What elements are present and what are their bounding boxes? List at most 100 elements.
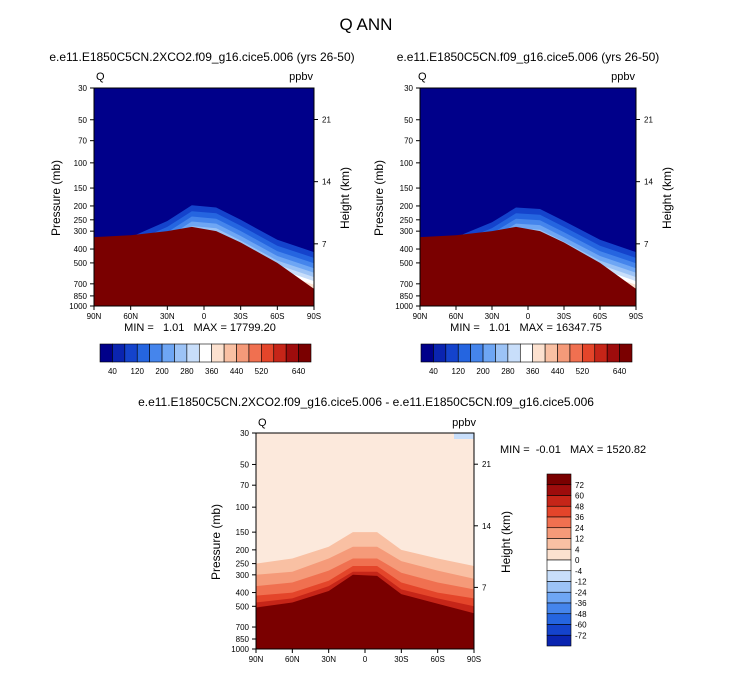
panel-1-colorbar: 40 120 200 280 360 440 520 640 [99, 343, 312, 376]
colorbar-swatch [445, 343, 459, 363]
panel-3-left-label: Q [258, 417, 267, 429]
colorbar-swatch [546, 613, 572, 625]
x-tick-label: 60N [449, 312, 464, 321]
panel-1-plot: 3050701001502002503004005007008501000211… [69, 84, 331, 321]
x-tick-label: 90N [413, 312, 428, 321]
y-tick-label: 1000 [231, 645, 249, 654]
colorbar-swatch [211, 343, 225, 363]
y-tick-label: 700 [74, 280, 88, 289]
x-tick-label: 0 [363, 655, 368, 664]
colorbar-swatch [544, 343, 558, 363]
colorbar-label: 640 [613, 367, 627, 376]
colorbar-label: -72 [575, 631, 587, 640]
y-tick-label: 1000 [69, 302, 87, 311]
y-tick-label: 250 [74, 216, 88, 225]
y-tick-label: 300 [74, 227, 88, 236]
colorbar-label: -24 [575, 588, 587, 597]
colorbar-label: 200 [155, 367, 169, 376]
colorbar-swatch [99, 343, 113, 363]
panel-3-ylabel: Pressure (mb) [209, 504, 223, 580]
colorbar-swatch [546, 516, 572, 529]
panel-1-ylabel: Pressure (mb) [49, 160, 63, 236]
colorbar-swatch [223, 343, 237, 363]
y-tick-label: 200 [400, 202, 414, 211]
colorbar-swatch [546, 548, 572, 561]
y-tick-label: 200 [74, 202, 88, 211]
colorbar-swatch [569, 343, 583, 363]
panel-1-stats: MIN = 1.01 MAX = 17799.20 [124, 322, 276, 334]
panel-3-right-label: ppbv [452, 417, 476, 429]
colorbar-label: 72 [575, 481, 584, 490]
y-tick-label: 150 [74, 184, 88, 193]
colorbar-label: 520 [576, 367, 590, 376]
y-tick-label: 70 [404, 137, 413, 146]
colorbar-swatch [136, 343, 150, 363]
colorbar-swatch [174, 343, 188, 363]
panel-2-right-label: ppbv [611, 71, 635, 83]
colorbar-swatch [532, 343, 546, 363]
colorbar-swatch [457, 343, 471, 363]
panel-1-left-label: Q [96, 71, 105, 83]
colorbar-swatch [546, 570, 572, 582]
colorbar-swatch [519, 343, 534, 363]
y-tick-label: 850 [400, 292, 414, 301]
panel-1-ylabel-right: Height (km) [338, 167, 352, 229]
field-band [256, 574, 474, 649]
panel-1-right-label: ppbv [289, 71, 313, 83]
y-tick-label: 300 [400, 227, 414, 236]
height-tick-label: 7 [482, 583, 487, 592]
field-core [94, 226, 314, 306]
panel-2: e.e11.E1850C5CN.f09_g16.cice5.006 (yrs 2… [372, 50, 674, 376]
colorbar-swatch [546, 538, 572, 550]
x-tick-label: 60N [123, 312, 138, 321]
y-tick-label: 500 [236, 602, 250, 611]
x-tick-label: 30N [160, 312, 175, 321]
y-tick-label: 150 [236, 528, 250, 537]
colorbar-swatch [273, 343, 287, 363]
colorbar-swatch [546, 505, 572, 518]
colorbar-swatch [546, 624, 572, 636]
y-tick-label: 50 [78, 116, 87, 125]
colorbar-swatch [546, 473, 572, 486]
colorbar-swatch [433, 343, 447, 363]
colorbar-swatch [420, 343, 434, 363]
y-tick-label: 850 [236, 635, 250, 644]
x-tick-label: 60N [285, 655, 300, 664]
panel-2-ylabel: Pressure (mb) [372, 160, 386, 236]
panel-2-colorbar: 40 120 200 280 360 440 520 640 [420, 343, 633, 376]
height-tick-label: 21 [482, 460, 491, 469]
colorbar-label: 40 [429, 367, 438, 376]
x-tick-label: 30S [394, 655, 408, 664]
colorbar-swatch [482, 343, 496, 363]
colorbar-swatch [557, 343, 571, 363]
height-tick-label: 14 [644, 178, 653, 187]
colorbar-label: 280 [180, 367, 194, 376]
colorbar-label: 440 [551, 367, 565, 376]
colorbar-label: 36 [575, 513, 584, 522]
panel-2-ylabel-right: Height (km) [660, 167, 674, 229]
colorbar-swatch [495, 343, 509, 363]
x-tick-label: 90S [307, 312, 321, 321]
x-tick-label: 30S [234, 312, 248, 321]
colorbar-swatch [546, 495, 572, 507]
y-tick-label: 30 [240, 429, 249, 438]
colorbar-label: -36 [575, 599, 587, 608]
height-tick-label: 14 [482, 522, 491, 531]
colorbar-label: 280 [501, 367, 515, 376]
colorbar-label: 360 [526, 367, 540, 376]
colorbar-swatch [546, 581, 572, 593]
y-tick-label: 50 [404, 116, 413, 125]
y-tick-label: 400 [74, 245, 88, 254]
colorbar-swatch [546, 527, 572, 539]
colorbar-label: 640 [292, 367, 306, 376]
y-tick-label: 250 [400, 216, 414, 225]
field-band [454, 433, 474, 439]
colorbar-label: 120 [452, 367, 466, 376]
colorbar-label: 12 [575, 535, 584, 544]
colorbar-swatch [298, 343, 312, 363]
y-tick-label: 70 [240, 481, 249, 490]
y-tick-label: 850 [74, 292, 88, 301]
colorbar-swatch [161, 343, 175, 363]
